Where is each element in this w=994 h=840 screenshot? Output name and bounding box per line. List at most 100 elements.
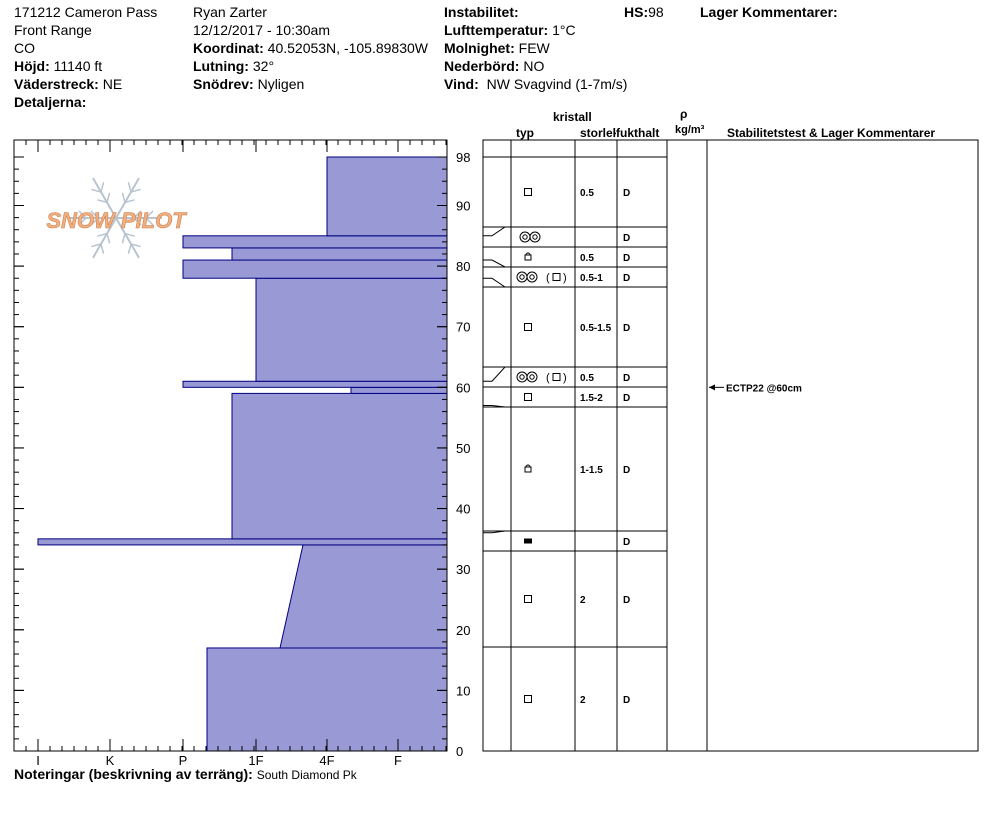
stability-test-label: ECTP22 @60cm (726, 383, 802, 394)
wind-row: Vind: NW Svagvind (1-7m/s) (444, 76, 627, 93)
snowflake-branch (121, 233, 126, 244)
melt-freeze-outer-ring (516, 271, 528, 283)
melt-freeze-inner-ring (529, 374, 535, 380)
depth-tick-label: 20 (456, 623, 470, 638)
snowflake-branch (100, 182, 105, 193)
paren-open: ( (546, 272, 550, 284)
hs-row: HS:98 (624, 4, 664, 21)
hardness-bar (182, 380, 448, 388)
melt-freeze-inner-ring (522, 234, 528, 240)
depth-tick-label: 90 (456, 198, 470, 213)
air-temp-value: 1°C (552, 22, 576, 38)
moisture-label: D (623, 323, 630, 334)
moisture-label: D (623, 595, 630, 606)
melt-freeze-outer-ring (529, 231, 541, 243)
slope-label: Lutning: (193, 58, 249, 74)
range-name: Front Range (14, 22, 92, 38)
melt-freeze-outer-ring (519, 231, 531, 243)
grain-size-label: 2 (580, 695, 586, 706)
layer-row: 0.5 D (524, 188, 630, 199)
snowflake-branch (133, 210, 142, 219)
hardness-bar (279, 544, 448, 649)
layer-row: 1.5-2 D (524, 393, 630, 404)
snowflake-arm (92, 177, 117, 219)
hardness-bar (231, 247, 448, 261)
moisture-label: D (623, 233, 630, 244)
snowflake-branch (121, 192, 126, 203)
snowflake-branch (145, 217, 154, 226)
grain-size-label: 1-1.5 (580, 465, 603, 476)
snowflake-branch (106, 233, 111, 244)
grain-size-label: 0.5-1 (580, 273, 603, 284)
layer-row: D (524, 537, 630, 548)
snowflake-branch (100, 243, 105, 254)
hardness-tick-label: 1F (248, 753, 263, 768)
sky-label: Molnighet: (444, 40, 515, 56)
size-header: storlek (580, 126, 616, 140)
moisture-label: D (623, 273, 630, 284)
aspect-value: NE (102, 76, 123, 92)
hardness-bar (326, 156, 448, 237)
snowflake-branch (97, 199, 108, 204)
hardness-tick-label: 4F (319, 753, 334, 768)
snowflake-arm (92, 217, 117, 259)
depth-tick-label: 0 (456, 744, 463, 759)
depth-tick-label: 70 (456, 320, 470, 335)
layer-row: 1-1.5 D (524, 464, 630, 476)
hardness-tick-label: I (36, 753, 40, 768)
layer-row: () 0.5 D (516, 371, 630, 384)
snowflake-branch (78, 217, 87, 226)
hardness-bar (182, 235, 448, 249)
layer-connector (483, 277, 511, 288)
depth-tick-label: 80 (456, 259, 470, 274)
snowflake-branch (133, 217, 142, 226)
facet-grain-icon (524, 188, 532, 196)
notes-row: Noteringar (beskrivning av terräng): Sou… (14, 766, 357, 784)
aspect-row: Väderstreck: NE (14, 76, 122, 93)
moisture-label: D (623, 393, 630, 404)
facet-grain-icon (524, 323, 532, 331)
layer-row: () 0.5-1 D (516, 271, 630, 284)
rounded-facet-grain-icon (524, 254, 532, 261)
grain-size-label: 0.5-1.5 (580, 323, 612, 334)
hardness-bar (37, 538, 448, 546)
melt-freeze-outer-ring (526, 371, 538, 383)
grain-size-label: 1.5-2 (580, 393, 603, 404)
melt-freeze-inner-ring (529, 274, 535, 280)
layer-row: 0.5-1.5 D (524, 323, 630, 334)
hs-value: 98 (648, 4, 664, 20)
hardness-bar (255, 277, 448, 382)
sky-value: FEW (518, 40, 550, 56)
type-header: typ (516, 126, 534, 140)
facet-grain-icon (524, 393, 532, 401)
snowflake-arm (115, 217, 140, 259)
precip-label: Nederbörd: (444, 58, 520, 74)
wind-loading-value: Nyligen (257, 76, 305, 92)
layer-connector (483, 366, 511, 382)
stability-arrow-icon (709, 384, 715, 391)
coordinate-value: 40.52053N, -105.89830W (267, 40, 428, 56)
snowflake-branch (130, 188, 141, 193)
depth-tick-label: 10 (456, 683, 470, 698)
hardness-tick-label: F (394, 753, 402, 768)
snowflake-branch (91, 243, 102, 248)
ice-layer-grain-icon (524, 538, 532, 544)
snowflake-branch (124, 232, 135, 237)
moisture-label: D (623, 537, 630, 548)
aspect-label: Väderstreck: (14, 76, 99, 92)
slope-row: Lutning: 32° (193, 58, 274, 75)
layer-connector (483, 405, 511, 408)
layer-connector (483, 530, 511, 534)
precip-row: Nederbörd: NO (444, 58, 544, 75)
rounded-facet-grain-icon (524, 466, 532, 473)
melt-freeze-outer-ring (516, 371, 528, 383)
grain-size-label: 0.5 (580, 253, 594, 264)
depth-tick-label: 40 (456, 502, 470, 517)
grain-size-label: 2 (580, 595, 586, 606)
snowflake-branch (97, 232, 108, 237)
instability-label: Instabilitet: (444, 4, 519, 20)
snowpilot-logo-text: SNOW PILOT (46, 208, 187, 233)
melt-freeze-inner-ring (532, 234, 538, 240)
hardness-bar (206, 647, 448, 752)
